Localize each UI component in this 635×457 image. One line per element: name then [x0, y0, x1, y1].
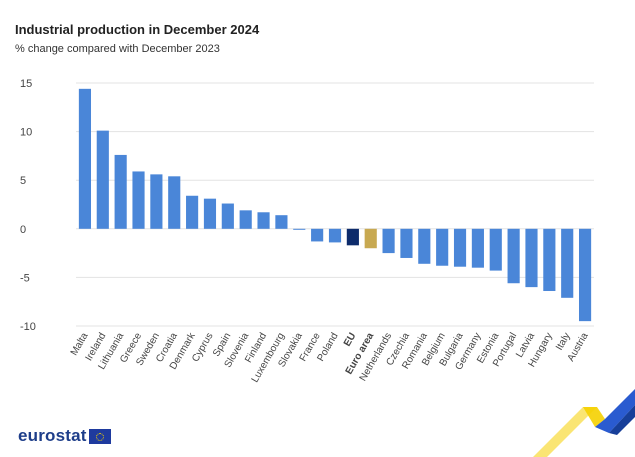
eurostat-logo: eurostat [18, 426, 111, 446]
y-tick-label: 0 [20, 224, 26, 236]
bar-hungary [543, 228, 556, 292]
bar-germany [471, 228, 484, 268]
bar-croatia [168, 176, 181, 229]
bar-portugal [507, 228, 520, 284]
bar-italy [561, 228, 574, 298]
bar-latvia [525, 228, 538, 288]
y-tick-label: -10 [20, 321, 36, 333]
logo-text: eurostat [18, 426, 87, 445]
y-tick-label: 15 [20, 78, 32, 90]
bar-cyprus [203, 198, 217, 229]
y-tick-label: -5 [20, 272, 30, 284]
bar-slovakia [293, 228, 306, 230]
eu-flag-icon [88, 428, 111, 444]
bar-euro-area [364, 228, 377, 249]
chart-subtitle: % change compared with December 2023 [15, 43, 220, 55]
bar-poland [328, 228, 342, 243]
bar-belgium [436, 228, 449, 266]
bar-luxembourg [275, 215, 288, 229]
bar-malta [78, 88, 92, 229]
bar-greece [132, 171, 145, 229]
corner-decoration-icon [533, 389, 635, 457]
bar-sweden [150, 174, 163, 229]
bar-spain [221, 203, 234, 229]
bar-netherlands [382, 228, 395, 254]
bar-denmark [186, 195, 199, 229]
bar-eu [346, 228, 359, 246]
bar-france [311, 228, 324, 242]
bar-ireland [96, 130, 109, 229]
bar-czechia [400, 228, 413, 258]
y-tick-label: 5 [20, 175, 26, 187]
bar-finland [257, 212, 270, 229]
chart-title: Industrial production in December 2024 [15, 22, 260, 37]
bar-slovenia [239, 210, 252, 229]
bar-bulgaria [453, 228, 467, 267]
y-tick-label: 10 [20, 127, 32, 139]
bar-estonia [489, 228, 502, 271]
x-tick-label: EU [342, 331, 358, 349]
bar-lithuania [114, 154, 127, 229]
bar-romania [418, 228, 431, 264]
bar-austria [578, 228, 592, 322]
